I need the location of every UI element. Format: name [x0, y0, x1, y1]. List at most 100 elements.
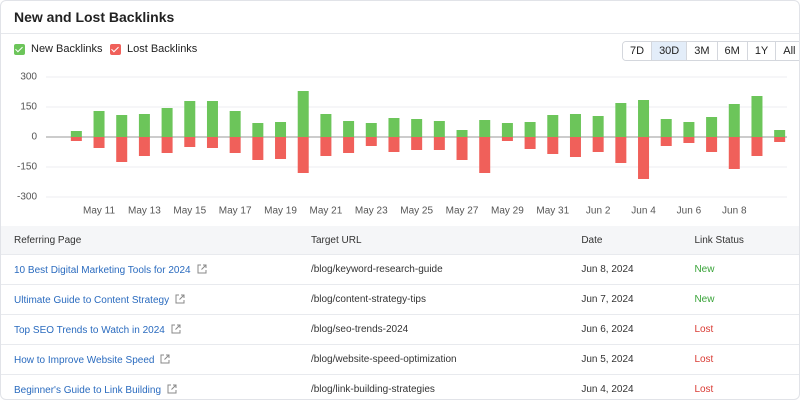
bar — [388, 137, 400, 152]
bar — [728, 104, 740, 137]
bar — [93, 137, 105, 148]
bar — [683, 137, 695, 143]
legend-label: Lost Backlinks — [127, 43, 198, 55]
legend-item: New Backlinks — [14, 43, 103, 55]
external-link-icon[interactable] — [167, 384, 177, 394]
bar — [138, 137, 150, 156]
bar — [501, 123, 513, 137]
chart: -300 -150 0 150 300 May 11 May 13 May 15 May 17 M… — [17, 72, 787, 217]
bar — [116, 115, 128, 137]
x-tick-label: May 27 — [446, 206, 479, 217]
bar — [297, 137, 309, 173]
backlinks-table: Referring Page Target URL Date Link Status 1… — [1, 226, 799, 399]
date-cell: Jun 5, 2024 — [580, 344, 694, 375]
range-selector: 7D 30D 3M 6M 1Y All — [622, 41, 799, 61]
bar — [615, 137, 627, 163]
bar — [365, 123, 377, 137]
referring-page-link[interactable]: Ultimate Guide to Content Strategy — [14, 294, 170, 306]
range-button[interactable]: 30D — [651, 42, 687, 60]
bar — [751, 137, 763, 156]
range-button[interactable]: 3M — [686, 42, 717, 60]
column-header: Date — [580, 226, 694, 255]
bar — [184, 101, 196, 137]
bar — [161, 137, 173, 153]
bar — [706, 137, 718, 152]
x-tick-label: May 31 — [536, 206, 569, 217]
bar — [638, 137, 650, 179]
external-link-icon[interactable] — [175, 294, 185, 304]
bar — [547, 115, 559, 137]
referring-page-cell: 10 Best Digital Marketing Tools for 2024 — [1, 254, 310, 285]
bar — [479, 120, 491, 137]
target-url-cell: /blog/keyword-research-guide — [309, 254, 581, 285]
bar — [615, 103, 627, 137]
range-button[interactable]: 7D — [623, 42, 652, 60]
table-row: Ultimate Guide to Content Strategy/blog/… — [1, 284, 799, 315]
referring-page-link[interactable]: How to Improve Website Speed — [14, 354, 155, 366]
referring-page-link[interactable]: 10 Best Digital Marketing Tools for 2024 — [14, 264, 191, 276]
bar — [320, 114, 332, 137]
bar — [774, 137, 786, 142]
bar — [592, 116, 604, 137]
y-tick-label: -300 — [17, 192, 37, 203]
bar — [184, 137, 196, 147]
range-button[interactable]: 6M — [716, 42, 747, 60]
external-link-icon[interactable] — [171, 324, 181, 334]
date-cell: Jun 8, 2024 — [580, 254, 694, 285]
date-cell: Jun 4, 2024 — [580, 374, 694, 399]
referring-page-cell: Beginner's Guide to Link Building — [1, 374, 310, 399]
bar — [252, 137, 264, 160]
x-tick-label: May 13 — [128, 206, 161, 217]
range-button[interactable]: All — [775, 42, 799, 60]
external-link-icon[interactable] — [160, 354, 170, 364]
bar — [161, 108, 173, 137]
x-tick-label: Jun 2 — [586, 206, 611, 217]
status-cell: Lost — [693, 344, 799, 375]
y-tick-label: 0 — [31, 132, 37, 143]
x-tick-label: May 29 — [491, 206, 524, 217]
bar — [569, 114, 581, 137]
column-header: Target URL — [309, 226, 581, 255]
bar — [683, 122, 695, 137]
table-row: Top SEO Trends to Watch in 2024/blog/seo… — [1, 314, 799, 345]
table-row: Beginner's Guide to Link Building/blog/l… — [1, 374, 799, 399]
target-url-cell: /blog/website-speed-optimization — [309, 344, 581, 375]
bar — [592, 137, 604, 152]
target-url-cell: /blog/content-strategy-tips — [309, 284, 581, 315]
bar — [343, 137, 355, 153]
bar — [706, 117, 718, 137]
x-tick-label: May 21 — [310, 206, 343, 217]
status-cell: New — [693, 254, 799, 285]
bar — [660, 119, 672, 137]
status-cell: Lost — [693, 314, 799, 345]
bar — [252, 123, 264, 137]
referring-page-link[interactable]: Beginner's Guide to Link Building — [14, 384, 162, 396]
bar — [774, 130, 786, 137]
header-row: Referring Page Target URL Date Link Status — [1, 226, 799, 255]
bar — [728, 137, 740, 169]
x-tick-label: May 11 — [83, 206, 115, 217]
x-tick-label: May 23 — [355, 206, 388, 217]
legend-check — [110, 43, 121, 55]
y-tick-label: -150 — [17, 162, 37, 173]
status-cell: New — [693, 284, 799, 315]
bar — [116, 137, 128, 162]
column-header: Link Status — [693, 226, 799, 255]
x-tick-label: May 17 — [219, 206, 252, 217]
bar — [433, 121, 445, 137]
status-cell: Lost — [693, 374, 799, 399]
external-link-icon[interactable] — [197, 264, 207, 274]
bar — [638, 100, 650, 137]
divider — [1, 33, 799, 34]
bar — [229, 111, 241, 137]
range-button[interactable]: 1Y — [746, 42, 776, 60]
referring-page-link[interactable]: Top SEO Trends to Watch in 2024 — [14, 324, 165, 336]
bar — [501, 137, 513, 141]
bar — [70, 131, 82, 137]
target-url-cell: /blog/seo-trends-2024 — [309, 314, 581, 345]
target-url-cell: /blog/link-building-strategies — [309, 374, 581, 399]
date-cell: Jun 7, 2024 — [580, 284, 694, 315]
x-tick-label: May 19 — [264, 206, 297, 217]
x-tick-label: May 15 — [173, 206, 206, 217]
